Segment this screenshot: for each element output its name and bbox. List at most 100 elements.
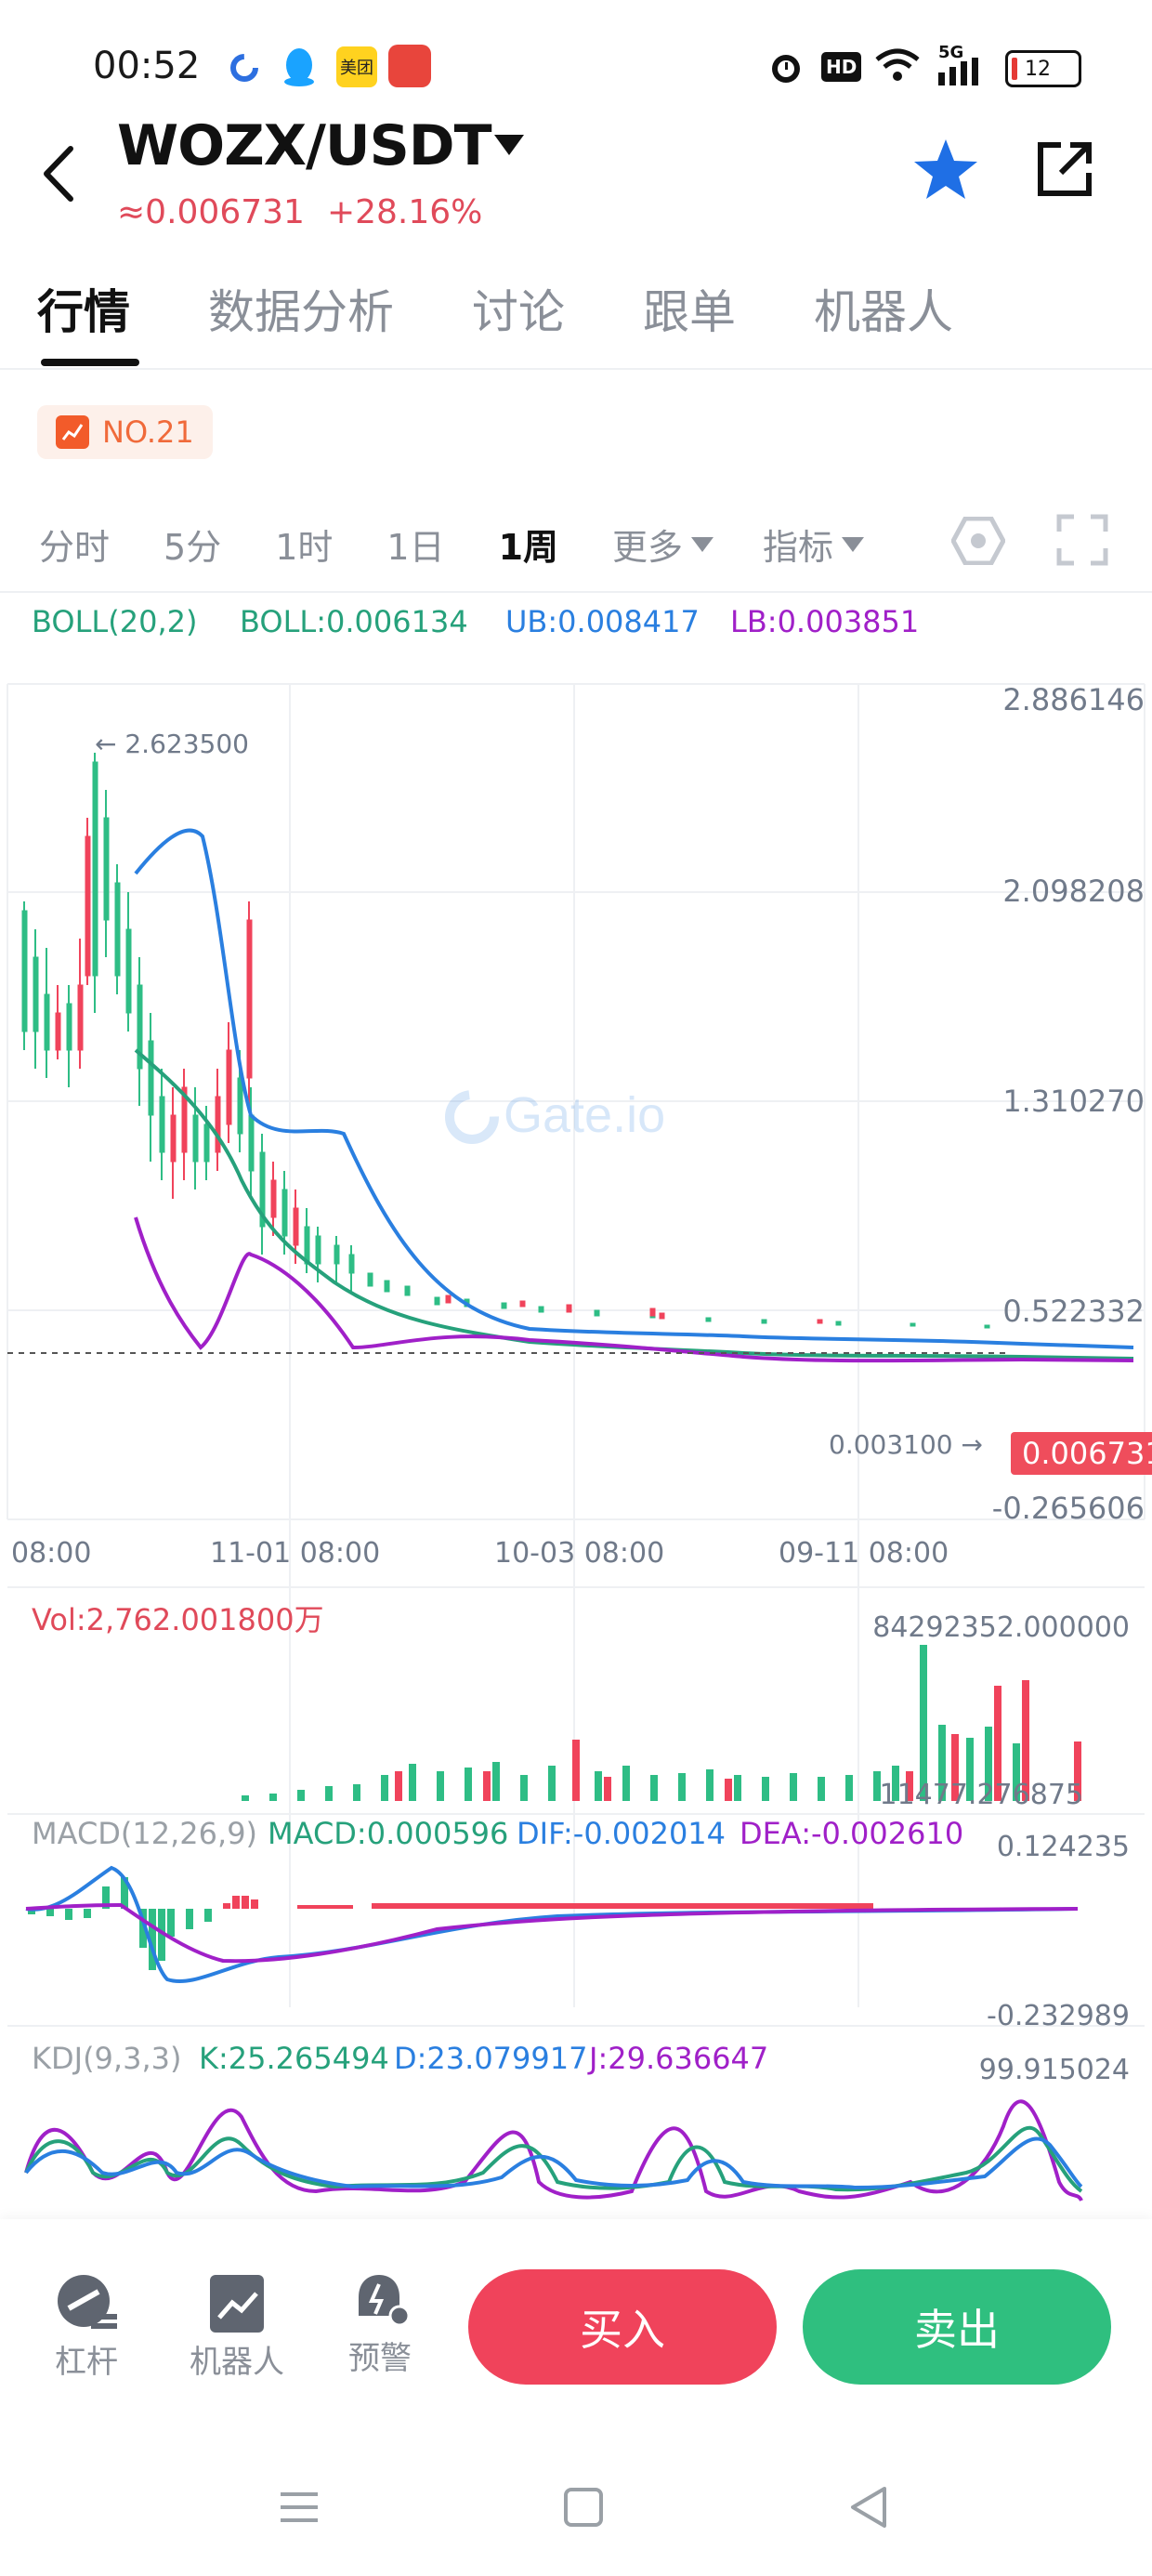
more-timeframes-dropdown[interactable]: 更多	[612, 519, 714, 570]
last-price-approx: ≈0.006731	[117, 193, 305, 231]
boll-lower-line	[134, 1216, 1134, 1363]
meituan-icon: 美团	[336, 46, 377, 87]
tab-robot[interactable]: 机器人	[814, 285, 953, 339]
kdj-chart	[24, 2099, 1083, 2202]
gate-io-watermark	[445, 1090, 499, 1144]
macd-dif-line	[25, 1865, 1079, 1983]
boll-upper-line	[134, 828, 1134, 1349]
timeframe-5m[interactable]: 5分	[164, 527, 222, 568]
macd-max: 0.124235	[996, 1831, 1130, 1863]
chevron-down-icon	[691, 536, 714, 552]
rank-chart-icon	[56, 415, 89, 449]
pair-dropdown-icon[interactable]	[492, 133, 526, 163]
volume-bars	[242, 1645, 1081, 1801]
trading-pair-title[interactable]: WOZX/USDT	[117, 113, 492, 178]
system-nav-bar	[0, 2446, 1152, 2576]
kdj-d-value: D:23.079917	[394, 2041, 588, 2076]
macd-name: MACD(12,26,9)	[32, 1816, 258, 1851]
tab-copy-trading[interactable]: 跟单	[643, 285, 736, 339]
back-button[interactable]	[37, 141, 78, 210]
price-change: +28.16%	[326, 193, 483, 231]
robot-button[interactable]: 机器人	[190, 2271, 284, 2382]
boll-mid-value: BOLL:0.006134	[240, 604, 468, 639]
tab-market[interactable]: 行情	[37, 285, 130, 339]
timeframe-1w[interactable]: 1周	[498, 527, 559, 568]
macd-min: -0.232989	[987, 2000, 1130, 2032]
macd-dea-line	[25, 1902, 1079, 1964]
rank-badge[interactable]: NO.21	[37, 405, 213, 459]
boll-ub-value: UB:0.008417	[505, 604, 700, 639]
volume-min: 11477.276875	[879, 1779, 1084, 1811]
signal-label: 5G	[938, 43, 964, 62]
active-tab-indicator	[41, 359, 139, 366]
watermark-text: Gate.io	[504, 1087, 665, 1143]
price-summary: ≈0.006731 +28.16%	[117, 193, 504, 231]
timeframe-1h[interactable]: 1时	[275, 527, 334, 568]
tab-data-analysis[interactable]: 数据分析	[208, 285, 394, 339]
back-nav-icon[interactable]	[847, 2485, 888, 2533]
menu-nav-icon[interactable]	[279, 2487, 320, 2531]
kdj-name: KDJ(9,3,3)	[32, 2041, 182, 2076]
macd-chart	[25, 1865, 1079, 1983]
game-icon	[388, 45, 431, 87]
chevron-down-icon	[842, 536, 865, 552]
leverage-button[interactable]: 杠杆	[54, 2271, 119, 2382]
candles	[21, 753, 990, 1329]
alert-label: 预警	[348, 2340, 412, 2377]
tab-discussion[interactable]: 讨论	[472, 285, 565, 339]
fullscreen-icon[interactable]	[1055, 513, 1109, 571]
kdj-j-value: J:29.636647	[589, 2041, 769, 2076]
hd-badge: HD	[821, 52, 862, 82]
high-price-marker: ← 2.623500	[95, 729, 249, 759]
time-axis-label: 09-11 08:00	[779, 1537, 949, 1570]
timeframe-1d[interactable]: 1日	[386, 527, 445, 568]
timeframe-selector: 分时 5分 1时 1日 1周 更多 指标	[39, 519, 865, 570]
price-axis-label: 1.310270	[1002, 1084, 1145, 1119]
price-axis-label: 2.886146	[1002, 682, 1145, 717]
indicator-label: 指标	[763, 527, 834, 568]
timeframe-timeshare[interactable]: 分时	[39, 527, 111, 568]
candlestick-chart[interactable]: Gate.io	[0, 678, 1152, 2258]
macd-value: MACD:0.000596	[268, 1816, 509, 1851]
share-icon[interactable]	[1035, 139, 1094, 203]
kdj-d-line	[24, 2136, 1083, 2190]
qq-penguin-icon	[281, 45, 318, 93]
price-axis-label: 0.522332	[1002, 1294, 1145, 1329]
buy-button[interactable]: 买入	[468, 2269, 777, 2385]
battery-icon: 12	[1005, 50, 1081, 87]
alarm-icon	[767, 48, 805, 89]
signal-icon	[938, 58, 988, 89]
kdj-max: 99.915024	[978, 2054, 1130, 2086]
selector-divider	[0, 591, 1152, 593]
volume-max: 84292352.000000	[872, 1611, 1130, 1644]
boll-mid-line	[134, 1048, 1134, 1360]
price-axis-label: -0.265606	[991, 1491, 1145, 1526]
main-tabs: 行情 数据分析 讨论 跟单 机器人	[37, 275, 1031, 342]
volume-label: Vol:2,762.001800万	[32, 1602, 324, 1637]
kdj-k-line	[24, 2125, 1083, 2193]
alert-button[interactable]: 预警	[347, 2267, 412, 2378]
low-price-marker: 0.003100 →	[829, 1429, 983, 1460]
boll-name: BOLL(20,2)	[32, 604, 198, 639]
wifi-icon	[873, 46, 922, 87]
price-axis-label: 2.098208	[1002, 874, 1145, 909]
time-axis-label: 10-03 08:00	[494, 1537, 665, 1570]
chart-settings-icon[interactable]	[950, 516, 1006, 569]
last-price-tag: 0.006731	[1011, 1432, 1152, 1475]
alert-bell-icon	[359, 2275, 411, 2327]
favorite-star-icon[interactable]	[912, 138, 979, 204]
leverage-label: 杠杆	[55, 2344, 118, 2381]
rank-label: NO.21	[102, 414, 194, 450]
macd-dea-value: DEA:-0.002610	[740, 1816, 964, 1851]
time-axis-label: 11-01 08:00	[210, 1537, 381, 1570]
home-nav-icon[interactable]	[563, 2487, 604, 2531]
battery-level: 12	[1025, 57, 1051, 81]
macd-dif-value: DIF:-0.002014	[517, 1816, 727, 1851]
status-time: 00:52	[93, 45, 201, 87]
indicator-dropdown[interactable]: 指标	[763, 519, 865, 570]
more-label: 更多	[612, 527, 684, 568]
sell-button[interactable]: 卖出	[803, 2269, 1111, 2385]
time-axis-label: 08:00	[11, 1537, 92, 1570]
robot-icon	[210, 2275, 264, 2333]
boll-lb-value: LB:0.003851	[730, 604, 920, 639]
